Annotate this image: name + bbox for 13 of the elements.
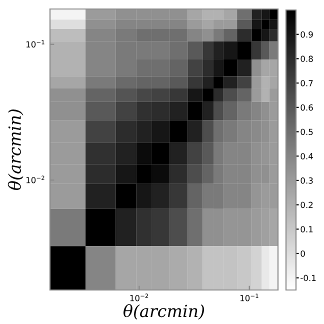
color-bar-label: 0.5 [300,128,313,136]
color-bar-label: 0.6 [300,104,313,111]
y-axis-title: θ(arcmin) [8,109,24,190]
color-bar-label: 0 [300,250,305,257]
color-bar-label: 0.3 [300,177,313,184]
color-bar-label: 0.7 [300,80,313,86]
color-bar-label: -0.1 [300,274,316,282]
color-bar-label: 0.1 [300,226,313,232]
x-axis-title: θ(arcmin) [124,304,204,320]
color-bar-label: 0.4 [300,153,313,160]
color-bar-label: 0.9 [300,31,313,38]
color-bar-label: 0.8 [300,56,313,62]
color-bar-label: 0.2 [300,202,313,208]
